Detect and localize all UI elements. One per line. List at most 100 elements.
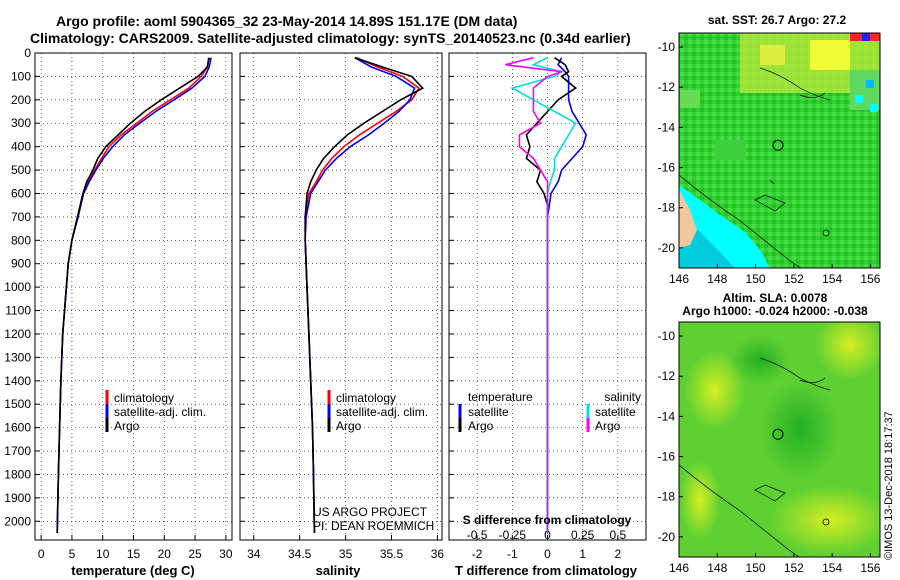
temperature-legend: climatology satellite-adj. clim. Argo [105, 390, 206, 433]
lon-tick-label: 152 [784, 561, 804, 575]
reef-marker [822, 518, 830, 526]
x-tick-label: -2 [472, 547, 483, 561]
s-difference-axis-label: S difference from climatology [463, 513, 632, 527]
salinity-plot-frame [239, 52, 443, 541]
lat-tick-label: -18 [658, 201, 676, 215]
lon-tick-label: 150 [746, 561, 766, 575]
depth-tick-label: 300 [11, 116, 31, 130]
lon-tick-label: 152 [784, 272, 804, 286]
lon-tick-label: 146 [669, 561, 689, 575]
depth-tick-label: 1000 [4, 280, 31, 294]
lon-tick-label: 146 [669, 272, 689, 286]
imos-timestamp: ©IMOS 13-Dec-2018 18:17:37 [883, 411, 895, 560]
sst-map-field [679, 33, 880, 268]
depth-tick-label: 1900 [4, 491, 31, 505]
sla-map-latitude-labels: -10 -12 -14 -16 -18 -20 [658, 329, 683, 544]
lat-tick-label: -12 [658, 80, 676, 94]
sst-map-frame [678, 32, 881, 269]
x-tick-label: 34 [247, 547, 261, 561]
sst-map-latitude-labels: -10 -12 -14 -16 -18 -20 [658, 40, 683, 255]
lon-tick-label: 148 [707, 272, 727, 286]
sst-map-title: sat. SST: 26.7 Argo: 27.2 [708, 13, 847, 27]
legend-label-satellite: satellite-adj. clim. [114, 405, 206, 419]
lat-tick-label: -12 [658, 369, 676, 383]
depth-tick-label: 2000 [4, 514, 31, 528]
lat-tick-label: -20 [658, 241, 676, 255]
salinity-lines [304, 56, 424, 534]
s-difference-tick-labels: -0.5 -0.25 0 0.25 0.5 [467, 528, 627, 542]
depth-tick-label: 1400 [4, 374, 31, 388]
legend-label-s-satellite: satellite [595, 405, 636, 419]
lat-tick-label: -18 [658, 490, 676, 504]
depth-tick-labels: 0 100 200 300 400 500 600 700 800 900 1000 1100 1200… [4, 46, 31, 528]
reef-marker [822, 229, 830, 237]
difference-lines [505, 56, 588, 533]
x-tick-label: 35 [339, 547, 353, 561]
difference-panel: -2 -1 0 1 2 -0.5 -0.25 0 0.25 0.5 T difference f… [448, 52, 647, 578]
x-tick-label: 0 [544, 547, 551, 561]
x-tick-label: 25 [188, 547, 202, 561]
legend-label-t-satellite: satellite [468, 405, 509, 419]
t-difference-tick-labels: -2 -1 0 1 2 [472, 547, 622, 561]
s-tick-label: -0.25 [499, 528, 527, 542]
depth-tick-label: 1200 [4, 327, 31, 341]
legend-label-argo: Argo [114, 419, 140, 433]
lat-tick-label: -14 [658, 409, 676, 423]
salinity-panel: 34 34.5 35 35.5 36 salinity climatology sate… [239, 52, 444, 578]
depth-tick-label: 1800 [4, 467, 31, 481]
lat-tick-label: -16 [658, 450, 676, 464]
salinity-axis-label: salinity [316, 563, 362, 578]
legend-label-satellite: satellite-adj. clim. [336, 405, 428, 419]
x-tick-label: 30 [219, 547, 233, 561]
difference-grid [449, 52, 646, 540]
x-tick-label: 2 [615, 547, 622, 561]
s-tick-label: 0.25 [571, 528, 595, 542]
depth-tick-label: 900 [11, 257, 31, 271]
profile-location-marker [772, 428, 784, 440]
temperature-axis-label: temperature (deg C) [71, 563, 195, 578]
lon-tick-label: 156 [860, 561, 880, 575]
lat-tick-label: -14 [658, 120, 676, 134]
x-tick-label: 0 [38, 547, 45, 561]
credit-line-1: US ARGO PROJECT [313, 505, 428, 519]
legend-label-argo: Argo [336, 419, 362, 433]
x-tick-label: 1 [579, 547, 586, 561]
salinity-tick-labels: 34 34.5 35 35.5 36 [247, 547, 444, 561]
s-tick-label: 0.5 [610, 528, 627, 542]
lon-tick-label: 154 [822, 272, 842, 286]
legend-title-salinity: salinity [604, 390, 641, 404]
sla-map-longitude-labels: 146 148 150 152 154 156 [669, 553, 881, 575]
title-line-1: Argo profile: aoml 5904365_32 23-May-201… [56, 13, 517, 29]
x-tick-label: 5 [69, 547, 76, 561]
title-line-2: Climatology: CARS2009. Satellite-adjuste… [30, 30, 631, 46]
depth-tick-label: 500 [11, 163, 31, 177]
legend-label-s-argo: Argo [595, 419, 621, 433]
x-tick-label: 36 [431, 547, 445, 561]
t-difference-axis-label: T difference from climatology [455, 563, 638, 578]
sla-map-title-line-1: Altim. SLA: 0.0078 [723, 291, 828, 305]
salinity-grid [240, 52, 442, 540]
depth-tick-label: 600 [11, 186, 31, 200]
legend-title-temperature: temperature [468, 390, 533, 404]
legend-label-climatology: climatology [336, 391, 396, 405]
lat-tick-label: -10 [658, 40, 676, 54]
x-tick-label: 20 [158, 547, 172, 561]
sst-map-longitude-labels: 146 148 150 152 154 156 [669, 264, 881, 286]
s-tick-label: 0 [544, 528, 551, 542]
x-tick-label: 15 [127, 547, 141, 561]
sla-map-title-line-2: Argo h1000: -0.024 h2000: -0.038 [682, 304, 868, 318]
x-tick-label: 10 [96, 547, 110, 561]
series-line-argo [304, 56, 424, 534]
salinity-legend: climatology satellite-adj. clim. Argo [327, 390, 428, 433]
s-tick-label: -0.5 [467, 528, 488, 542]
lon-tick-label: 150 [746, 272, 766, 286]
legend-label-t-argo: Argo [468, 419, 494, 433]
series-line-argo [56, 57, 210, 534]
sst-map-panel: sat. SST: 26.7 Argo: 27.2 146 148 150 152 15… [658, 13, 881, 286]
depth-tick-label: 1600 [4, 421, 31, 435]
temperature-panel: 0100200300400500600700800900100011001200… [4, 46, 233, 578]
x-tick-label: 35.5 [380, 547, 404, 561]
x-tick-label: 34.5 [288, 547, 312, 561]
depth-tick-label: 800 [11, 233, 31, 247]
